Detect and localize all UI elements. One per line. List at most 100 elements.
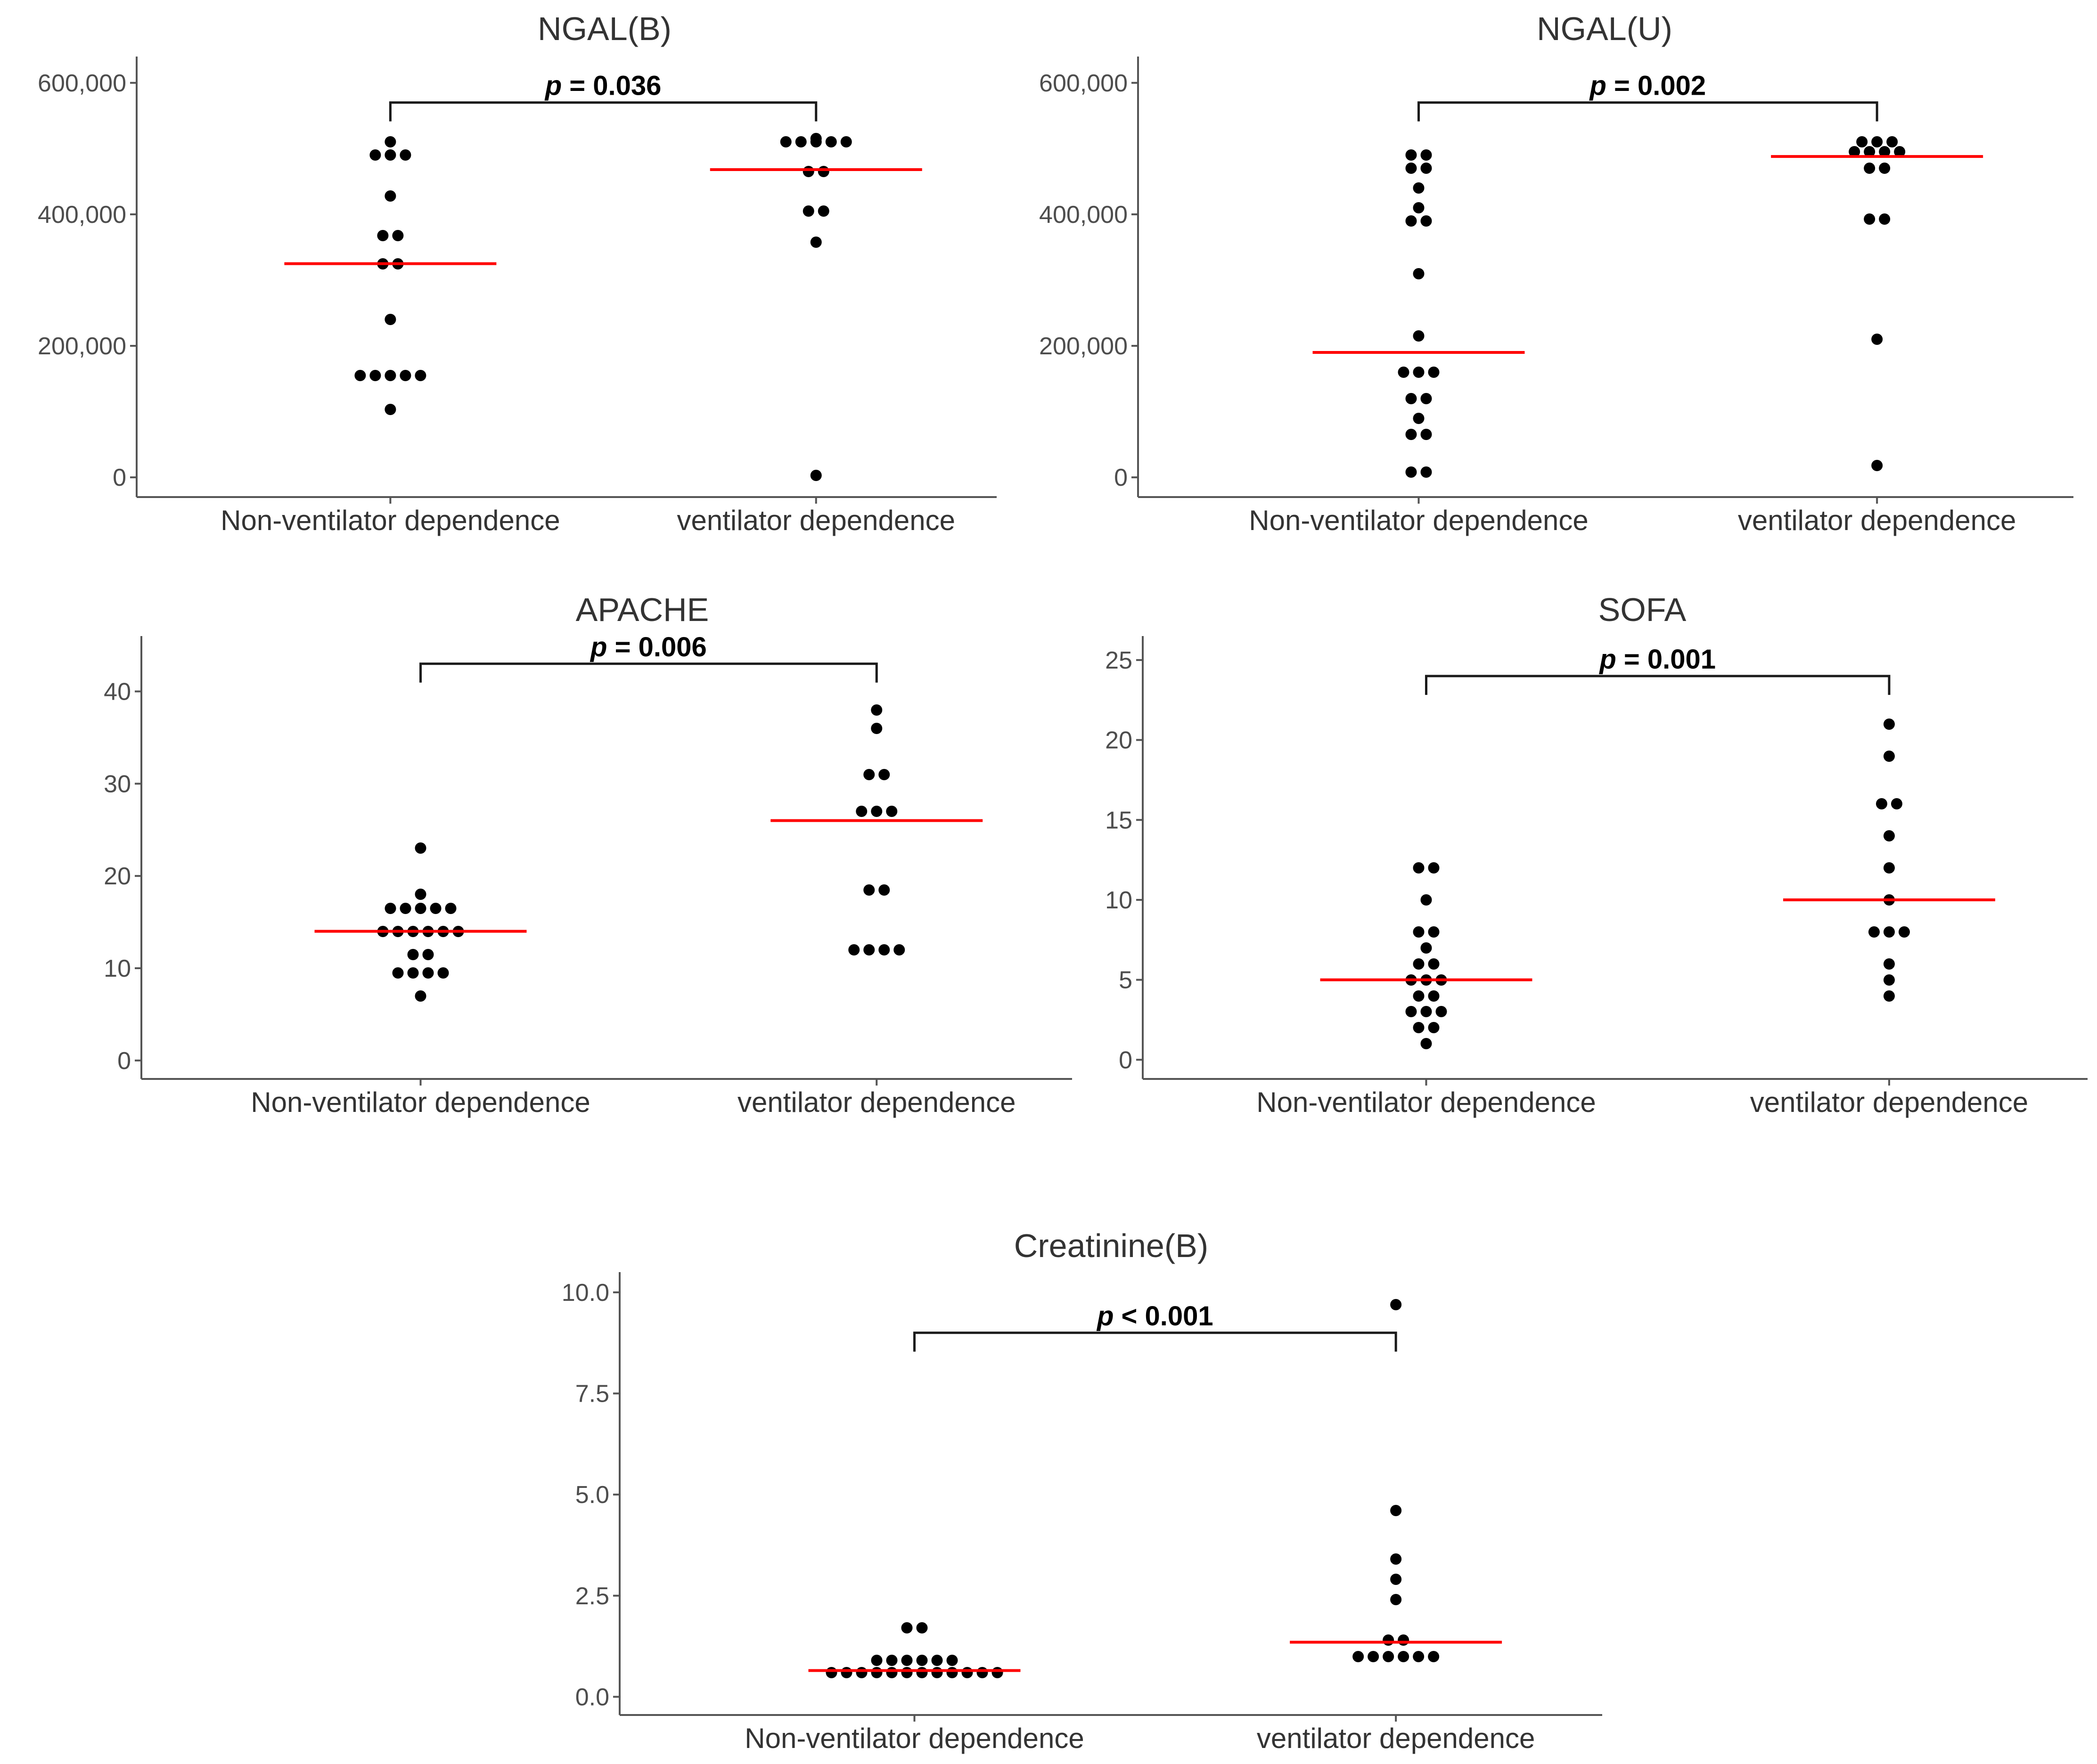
chart-title: SOFA — [1598, 591, 1687, 628]
data-point — [1891, 798, 1902, 809]
significance-bracket — [1425, 675, 1891, 695]
data-point — [1428, 1651, 1440, 1662]
data-point — [1413, 862, 1425, 874]
data-point — [1383, 1634, 1394, 1646]
p-symbol: p — [1096, 1301, 1114, 1331]
p-value: < 0.001 — [1114, 1301, 1213, 1331]
data-point — [400, 903, 411, 914]
p-value: = 0.006 — [607, 632, 706, 662]
chart-title: NGAL(B) — [538, 10, 672, 47]
data-point — [1383, 1651, 1394, 1662]
data-point — [415, 889, 426, 900]
data-point — [1898, 926, 1910, 938]
data-point — [1886, 136, 1898, 147]
data-point — [856, 806, 868, 817]
data-point — [385, 370, 396, 381]
chart-title: APACHE — [576, 591, 709, 628]
data-point — [1398, 367, 1409, 378]
data-point — [840, 136, 852, 147]
data-point — [1413, 1022, 1425, 1033]
p-value: = 0.001 — [1616, 644, 1716, 675]
data-point — [1435, 1006, 1447, 1017]
data-point — [1420, 1006, 1432, 1017]
data-point — [1428, 958, 1440, 970]
data-point — [1428, 367, 1440, 378]
data-point — [795, 136, 807, 147]
p-value-label: p < 0.001 — [1096, 1301, 1213, 1331]
data-point — [1405, 215, 1417, 227]
chart-panel-3: APACHE 0 10 20 30 40 Non-ventilator dependence… — [104, 591, 1072, 1118]
data-point — [826, 1667, 837, 1678]
data-point — [1894, 146, 1906, 157]
data-point — [1368, 1651, 1379, 1662]
data-point — [1883, 958, 1895, 970]
y-tick-label: 0 — [117, 1047, 131, 1075]
data-point — [1420, 894, 1432, 906]
data-point — [1405, 163, 1417, 174]
data-point — [1413, 413, 1425, 424]
data-point — [415, 990, 426, 1002]
chart-panel-1: NGAL(B) 0 200,000 400,000 600,000 Non-ventila… — [38, 10, 997, 536]
data-point — [1864, 163, 1876, 174]
chart-panel-2: NGAL(U) 0 200,000 400,000 600,000 Non-ventila… — [1039, 10, 2073, 536]
data-point — [369, 149, 381, 161]
data-point — [901, 1667, 913, 1678]
data-point — [1864, 146, 1876, 157]
data-point — [1390, 1574, 1402, 1585]
y-tick-label: 5 — [1119, 967, 1132, 994]
data-point — [422, 967, 434, 979]
data-point — [385, 190, 396, 202]
data-point — [1428, 862, 1440, 874]
data-point — [1352, 1651, 1364, 1662]
data-point — [1879, 213, 1891, 225]
data-point — [1413, 958, 1425, 970]
data-point — [1420, 466, 1432, 478]
data-point — [385, 314, 396, 325]
data-point — [1883, 719, 1895, 730]
data-point — [1405, 393, 1417, 404]
y-tick-label: 30 — [104, 770, 131, 798]
data-point — [1883, 751, 1895, 762]
data-point — [1428, 1022, 1440, 1033]
data-point — [437, 967, 449, 979]
significance-bracket — [419, 662, 878, 683]
data-point — [354, 370, 366, 381]
data-point — [1420, 163, 1432, 174]
p-value: = 0.036 — [562, 71, 661, 101]
data-point — [1420, 393, 1432, 404]
p-value-label: p = 0.006 — [590, 632, 707, 662]
data-point — [871, 1667, 883, 1678]
data-point — [1413, 990, 1425, 1002]
data-point — [415, 370, 426, 381]
data-point — [377, 230, 389, 241]
data-point — [863, 944, 875, 956]
data-point — [1413, 268, 1425, 279]
data-point — [1420, 149, 1432, 161]
data-point — [1413, 367, 1425, 378]
data-point — [780, 136, 792, 147]
data-point — [407, 949, 419, 960]
significance-bracket — [913, 1331, 1397, 1352]
chart-title: Creatinine(B) — [1014, 1227, 1208, 1264]
p-value-label: p = 0.002 — [1589, 71, 1706, 101]
data-point — [385, 149, 396, 161]
data-point — [901, 1655, 913, 1666]
y-tick-label: 0 — [1114, 464, 1128, 491]
data-point — [1405, 429, 1417, 440]
p-value-label: p = 0.036 — [544, 71, 662, 101]
y-tick-label: 15 — [1105, 807, 1132, 834]
data-point — [415, 842, 426, 854]
data-point — [1883, 830, 1895, 841]
y-tick-label: 40 — [104, 678, 131, 706]
data-point — [1420, 429, 1432, 440]
y-tick-label: 400,000 — [38, 201, 126, 229]
data-point — [1413, 182, 1425, 194]
data-point — [1413, 202, 1425, 213]
data-point — [1879, 163, 1891, 174]
y-tick-label: 600,000 — [1039, 70, 1128, 97]
x-tick-label: Non-ventilator dependence — [745, 1723, 1084, 1754]
chart-panel-5: Creatinine(B) 0.0 2.5 5.0 7.5 10.0 Non-ventila… — [562, 1227, 1602, 1754]
data-point — [856, 1667, 868, 1678]
y-tick-label: 0.0 — [575, 1683, 609, 1711]
data-point — [871, 806, 883, 817]
